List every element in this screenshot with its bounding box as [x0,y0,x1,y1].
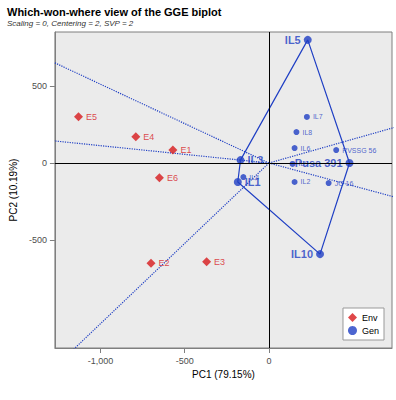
svg-text:0: 0 [42,158,47,168]
svg-text:RVSSG 56: RVSSG 56 [342,147,376,154]
svg-text:Pusa 391: Pusa 391 [294,157,343,169]
svg-text:PC1 (79.15%): PC1 (79.15%) [192,369,255,380]
svg-text:0: 0 [266,356,271,366]
svg-text:Env: Env [362,313,378,323]
svg-text:Which-won-where view of the GG: Which-won-where view of the GGE biplot [7,6,222,18]
svg-text:Gen: Gen [362,326,379,336]
svg-text:IL1: IL1 [244,176,261,188]
svg-text:IL9: IL9 [298,160,309,168]
svg-text:JG 16: JG 16 [335,180,354,187]
svg-text:IL6: IL6 [301,145,311,152]
svg-text:E3: E3 [214,257,225,267]
svg-text:E1: E1 [180,145,191,155]
svg-text:IL10: IL10 [291,248,313,260]
svg-text:E2: E2 [158,258,169,268]
svg-text:-500: -500 [176,356,194,366]
svg-text:IL8: IL8 [302,129,312,136]
svg-text:E5: E5 [86,112,97,122]
svg-text:IL7: IL7 [313,113,323,120]
svg-text:IL4: IL4 [249,174,259,181]
svg-text:Scaling = 0, Centering = 2, SV: Scaling = 0, Centering = 2, SVP = 2 [7,19,134,28]
svg-text:IL3: IL3 [247,154,263,166]
svg-text:IL5: IL5 [285,34,301,46]
svg-text:-1,000: -1,000 [88,356,114,366]
svg-text:500: 500 [32,81,47,91]
svg-text:E4: E4 [143,132,154,142]
svg-text:-500: -500 [29,235,47,245]
svg-text:IL2: IL2 [301,178,311,185]
svg-text:E6: E6 [167,173,178,183]
svg-text:PC2 (10.19%): PC2 (10.19%) [8,159,19,222]
